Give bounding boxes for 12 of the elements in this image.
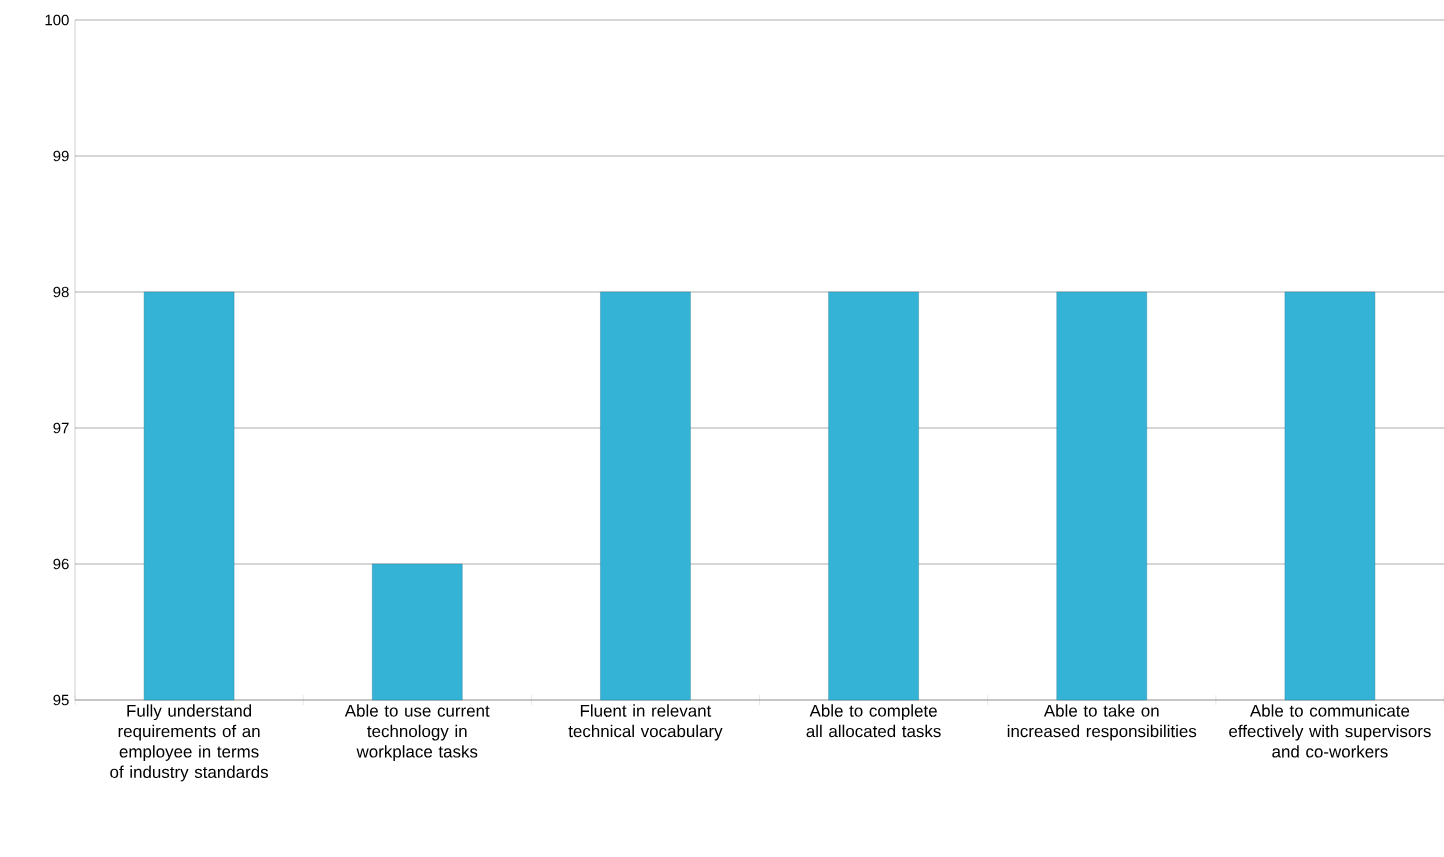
x-tick-label: Able to communicate effectively with supervisors and co-workers xyxy=(1229,704,1431,758)
y-tick-label: 100 xyxy=(45,14,69,26)
x-tick-label: Able to complete all allocated tasks xyxy=(806,704,941,738)
y-tick-label: 97 xyxy=(53,422,69,434)
y-tick-label: 96 xyxy=(53,558,69,570)
x-tick-label: Fluent in relevant technical vocabulary xyxy=(568,704,723,741)
y-tick-label: 99 xyxy=(53,150,69,162)
x-tick-label: Able to take on increased responsibilities xyxy=(1007,704,1197,741)
x-tick-label: Fully understand requirements of an employee in terms of industry standards xyxy=(110,704,268,782)
x-tick-label: Able to use current technology in workplace tasks xyxy=(344,704,490,761)
y-tick-label: 95 xyxy=(53,694,69,706)
y-tick-label: 98 xyxy=(53,286,69,298)
